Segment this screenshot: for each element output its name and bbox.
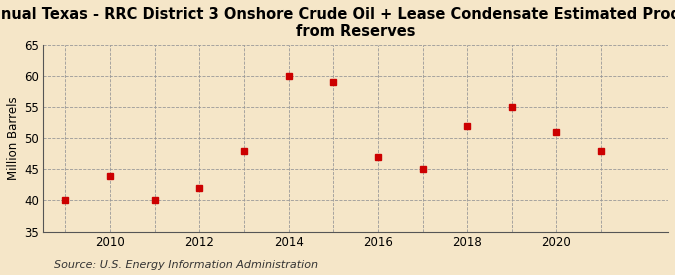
Y-axis label: Million Barrels: Million Barrels [7, 96, 20, 180]
Title: Annual Texas - RRC District 3 Onshore Crude Oil + Lease Condensate Estimated Pro: Annual Texas - RRC District 3 Onshore Cr… [0, 7, 675, 39]
Text: Source: U.S. Energy Information Administration: Source: U.S. Energy Information Administ… [54, 260, 318, 270]
